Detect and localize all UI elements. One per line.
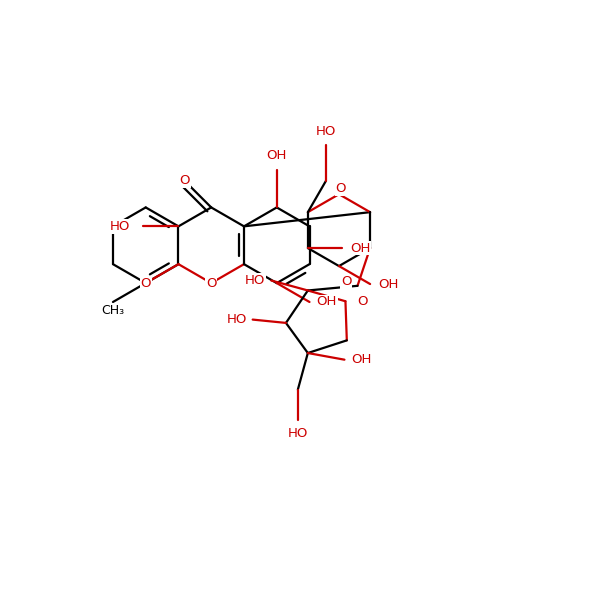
Text: O: O (358, 295, 368, 308)
Text: HO: HO (226, 313, 247, 326)
Text: OH: OH (316, 295, 337, 308)
Text: HO: HO (245, 274, 265, 287)
Text: HO: HO (287, 427, 308, 440)
Text: HO: HO (316, 125, 336, 138)
Text: OH: OH (352, 353, 372, 366)
Text: O: O (206, 277, 217, 290)
Text: O: O (179, 174, 190, 187)
Text: OH: OH (350, 242, 370, 254)
Text: HO: HO (110, 220, 131, 233)
Text: O: O (336, 182, 346, 195)
Text: OH: OH (378, 278, 398, 290)
Text: O: O (341, 275, 352, 289)
Text: CH₃: CH₃ (101, 304, 125, 317)
Text: O: O (140, 277, 151, 290)
Text: OH: OH (266, 149, 287, 161)
